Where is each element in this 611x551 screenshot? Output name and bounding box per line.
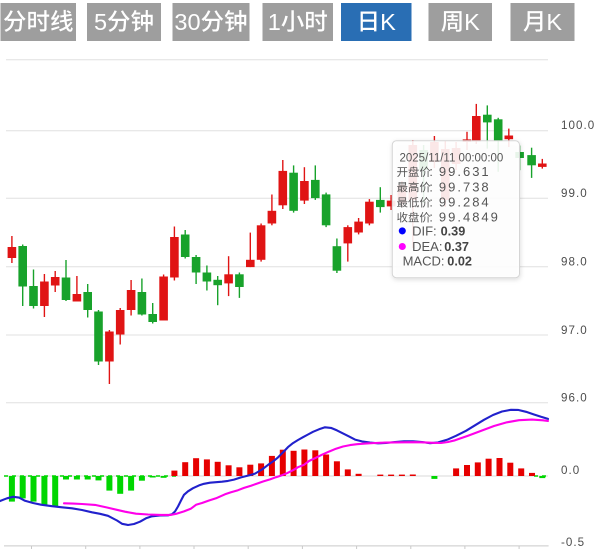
svg-text:30: 30 [174,9,200,35]
svg-text:0.37: 0.37 [444,240,469,254]
svg-text:-0.5: -0.5 [561,536,585,549]
svg-text:0.39: 0.39 [441,224,466,238]
svg-text:98.0: 98.0 [561,256,588,269]
svg-text:99.0: 99.0 [561,187,588,200]
svg-text:DEA:: DEA: [412,239,442,254]
svg-text:99.4849: 99.4849 [439,210,500,225]
svg-text:K: K [464,9,480,35]
svg-text:100.0: 100.0 [561,119,595,132]
svg-text:K: K [380,9,396,35]
svg-text:96.0: 96.0 [561,392,588,405]
svg-text::: : [429,196,432,210]
svg-text:0.02: 0.02 [447,255,472,269]
svg-text::: : [429,180,432,194]
svg-text:99.738: 99.738 [439,179,491,194]
svg-text:1: 1 [268,9,281,35]
svg-text::: : [429,165,432,179]
svg-text:DIF:: DIF: [412,223,437,238]
svg-text:5: 5 [94,9,107,35]
svg-text:MACD:: MACD: [403,254,445,269]
svg-text:K: K [546,9,562,35]
svg-text:2025/11/11 00:00:00: 2025/11/11 00:00:00 [400,152,504,164]
svg-text::: : [429,211,432,225]
svg-text:97.0: 97.0 [561,324,588,337]
svg-text:99.631: 99.631 [439,164,491,179]
svg-text:0.0: 0.0 [561,464,580,477]
svg-text:99.284: 99.284 [439,195,491,210]
